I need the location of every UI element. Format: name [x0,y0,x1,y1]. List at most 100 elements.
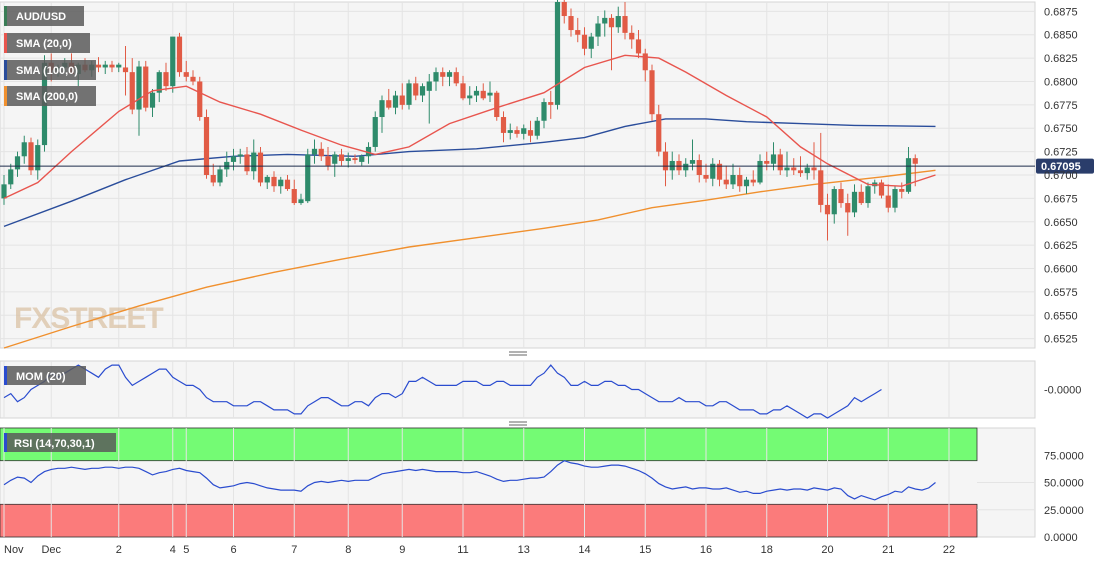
candle-body [170,36,176,87]
date-tick-label: 11 [457,544,468,556]
symbol-label: AUD/USD [16,11,66,23]
candle [305,148,311,204]
candle-body [588,36,594,49]
candle-body [581,34,588,49]
candle-body [257,152,264,183]
date-axis-ticks: Nov Dec 2 4 5 6 7 8 9 11 13 14 15 16 18 20 21 22 [4,544,955,556]
candle-body [527,130,534,136]
candle [494,90,500,121]
candle-body [757,160,763,183]
candle [689,139,696,171]
date-tick-label: 6 [230,544,236,556]
date-tick-label: 15 [639,544,651,556]
candle-body [602,17,608,24]
legend-symbol[interactable]: AUD/USD [4,6,84,26]
candle-body [386,100,392,108]
candle [818,132,824,213]
date-tick-label: 8 [345,544,351,556]
date-tick-label: 16 [700,544,712,556]
candle [507,123,513,140]
price-tick-label: 0.6700 [1044,170,1078,182]
candle [500,111,507,143]
mom-panel-resize-handle[interactable] [509,351,527,356]
sma-100-series [3,118,936,228]
candle-body [635,39,642,54]
candle-body [730,175,736,185]
candle-body [116,64,122,68]
candle-body [426,81,432,91]
candle [622,2,628,40]
date-tick-label: 4 [170,544,176,556]
candle-body [770,154,777,164]
candle [116,62,122,73]
candle [264,175,270,190]
candle-body [332,154,338,164]
candle-body [453,72,459,84]
candle [244,146,250,175]
candle [210,163,216,187]
candle-body [507,130,513,133]
candle [703,163,709,183]
rsi-legend[interactable]: RSI (14,70,30,1) [4,433,116,452]
candle [554,0,561,110]
candle [568,8,574,37]
candle-body [811,167,817,171]
mom-series [3,364,882,419]
candle [453,67,459,87]
candle-body [325,156,331,166]
panels [0,1,1036,538]
candle [851,184,858,218]
candle [784,151,790,177]
candle [608,14,615,71]
candle-body [696,160,702,175]
candle-body [838,189,844,204]
candle-body [230,156,237,162]
legend-sma100[interactable]: SMA (100,0) [4,60,96,80]
rsi-panel-resize-handle[interactable] [509,421,527,426]
price-tick-label: 0.6525 [1044,334,1078,346]
candle [8,163,14,190]
candle [480,83,486,101]
candle [548,90,554,119]
date-tick-label: 9 [399,544,405,556]
candle-body [156,72,162,93]
candle-body [480,90,486,99]
candle [683,158,689,177]
candle [203,109,210,179]
candle-body [568,16,574,31]
candle-body [622,16,628,33]
candle [392,90,399,115]
candle-body [831,189,837,215]
candle [514,126,520,138]
candle-body [251,152,257,172]
legend-sma200[interactable]: SMA (200,0) [4,86,96,106]
candle [473,86,480,103]
date-tick-label: 7 [291,544,297,556]
candle-body [548,102,554,105]
date-tick-label: 22 [943,544,955,556]
candle-body [359,156,365,162]
candle-body [575,30,581,35]
candle-body [487,92,493,96]
rsi-tick-label: 0.0000 [1044,532,1078,544]
candle-body [743,179,750,187]
legend-sma20[interactable]: SMA (20,0) [4,33,90,53]
candle-body [136,66,142,110]
sma-20-series [3,54,936,200]
candle [838,182,844,208]
mom-tick-label: -0.0000 [1044,385,1081,397]
mom-legend[interactable]: MOM (20) [4,366,86,385]
candle-body [905,158,912,192]
candle [527,120,534,143]
candle [858,184,864,205]
candle-body [892,189,898,208]
candle [95,57,102,73]
mom-panel[interactable] [0,360,1036,419]
candle [284,175,291,191]
candle [278,176,284,194]
candle-body [35,145,41,171]
candle-body [460,83,466,99]
candle-body [392,95,399,108]
candle-body [784,167,790,171]
